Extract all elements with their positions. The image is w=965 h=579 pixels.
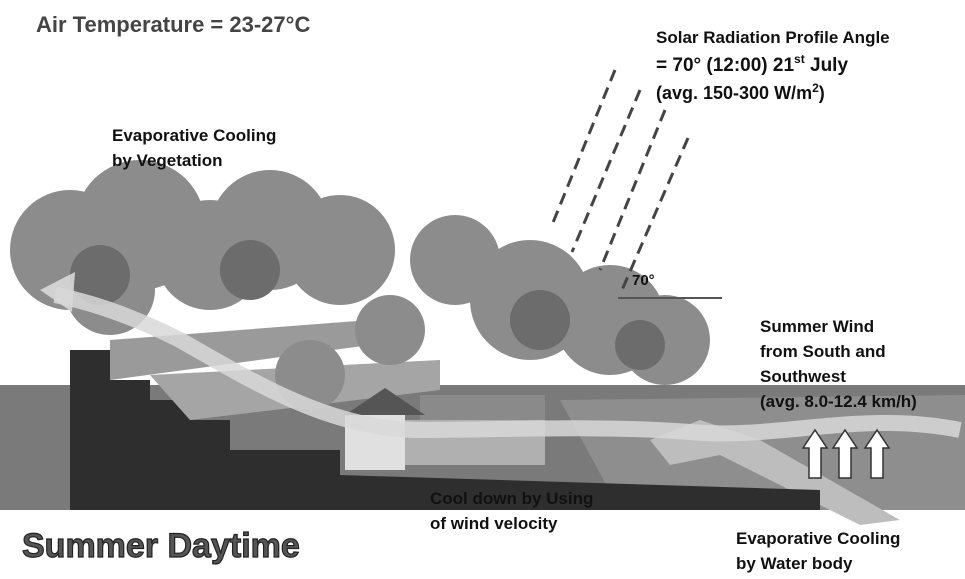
text: = 70° (12:00) 21 [656,55,794,76]
wind-flow [53,287,962,442]
vegetation-label: by Vegetation [112,151,223,170]
solar-label: (avg. 150-300 W/m2) [656,81,825,103]
cool-down-label: Cool down by Using [430,489,593,508]
angle-label: 70° [632,272,655,289]
water-label: Evaporative Cooling [736,529,900,548]
water-label: by Water body [736,554,853,573]
solar-rays [550,69,690,291]
text: July [805,55,849,76]
wind-label: (avg. 8.0-12.4 km/h) [760,392,917,411]
water-channel [650,420,900,525]
wind-label: Summer Wind [760,317,874,336]
superscript: st [794,52,805,66]
wind-label: from South and [760,342,886,361]
air-temperature: Air Temperature = 23-27°C [36,12,310,37]
stepped-wall [70,350,820,510]
scene-title: Summer Daytime [22,527,300,565]
solar-label: = 70° (12:00) 21st July [656,52,848,76]
text: ) [819,83,825,103]
vegetation-label: Evaporative Cooling [112,126,276,145]
wind-arrowhead [40,272,75,312]
cool-down-label: of wind velocity [430,514,558,533]
text: (avg. 150-300 W/m [656,83,812,103]
superscript: 2 [812,81,819,95]
pavilion-roof [345,388,425,415]
wind-label: Southwest [760,367,846,386]
roof [420,395,545,420]
tree-shadows [70,240,665,370]
evaporation-arrows [801,428,891,479]
solar-label: Solar Radiation Profile Angle [656,28,890,47]
